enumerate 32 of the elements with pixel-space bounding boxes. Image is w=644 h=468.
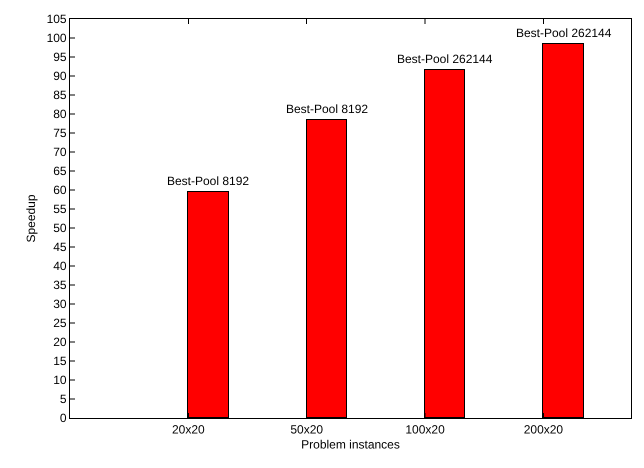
x-axis-title: Problem instances <box>301 437 400 452</box>
x-tick-label: 50x20 <box>290 422 324 436</box>
y-tick-label: 35 <box>53 278 67 292</box>
annotation: Best-Pool 8192 <box>167 174 250 188</box>
y-tick-label: 10 <box>53 373 67 388</box>
y-tick-label: 30 <box>53 297 67 312</box>
y-tick-label: 70 <box>53 145 67 160</box>
y-tick-label: 105 <box>46 12 67 26</box>
y-tick-label: 75 <box>53 126 67 140</box>
x-tick-label: 100x20 <box>405 422 446 436</box>
y-tick-label: 85 <box>53 88 67 102</box>
y-tick-label: 100 <box>46 31 67 46</box>
y-tick-label: 5 <box>60 392 67 406</box>
y-tick-label: 95 <box>53 50 67 64</box>
annotation: Best-Pool 8192 <box>286 102 368 116</box>
annotation: Best-Pool 262144 <box>397 52 493 66</box>
y-tick-label: 50 <box>53 221 67 236</box>
y-tick-label: 65 <box>53 164 67 178</box>
y-tick-label: 25 <box>53 316 67 330</box>
y-tick-label: 15 <box>53 354 67 368</box>
y-tick-label: 80 <box>53 107 67 122</box>
x-tick-label: 20x20 <box>172 422 206 436</box>
y-tick-label: 90 <box>53 69 67 84</box>
x-tick-label: 200x20 <box>524 422 564 436</box>
annotation: Best-Pool 262144 <box>516 26 612 40</box>
y-axis-title: Speedup <box>24 194 38 243</box>
y-tick-label: 20 <box>53 335 67 350</box>
y-tick-label: 0 <box>60 411 67 426</box>
y-tick-label: 60 <box>53 183 67 198</box>
y-tick-label: 40 <box>53 259 67 274</box>
y-tick-label: 45 <box>53 240 67 254</box>
y-tick-label: 55 <box>53 202 67 216</box>
